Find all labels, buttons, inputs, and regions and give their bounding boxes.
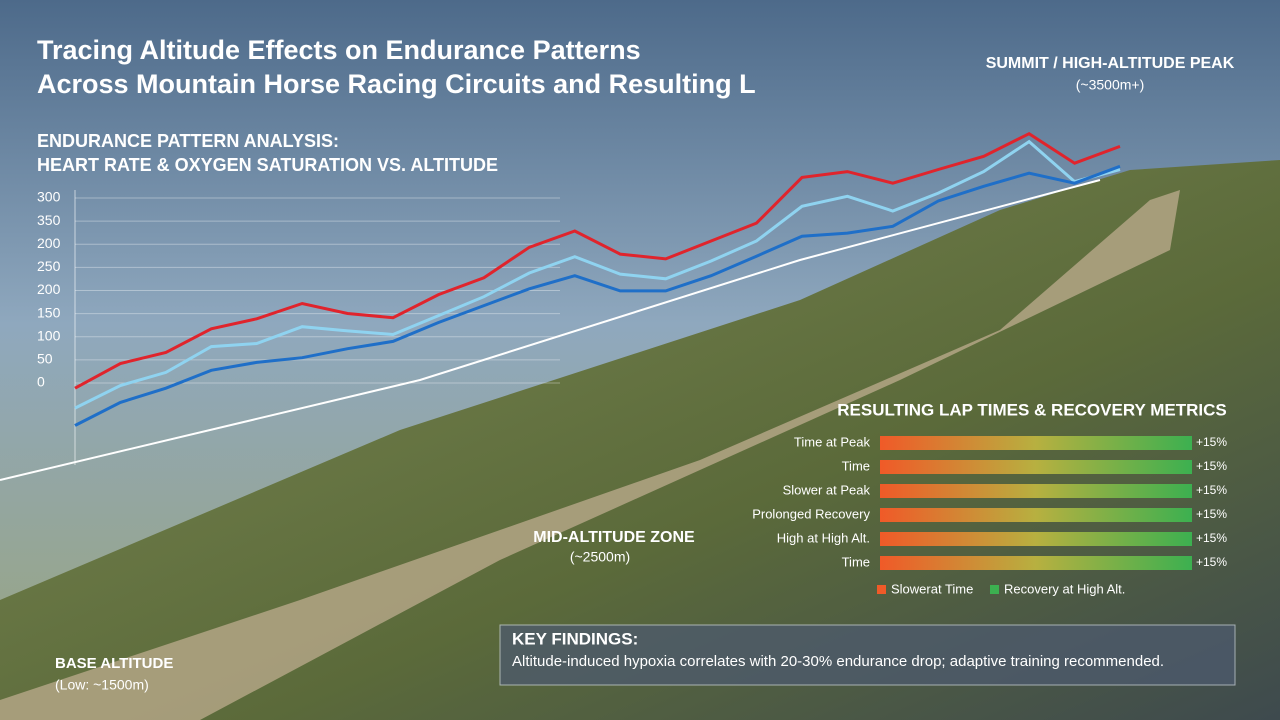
value-label: +15% xyxy=(1196,435,1227,449)
y-tick-label: 300 xyxy=(37,189,61,205)
y-tick-label: 200 xyxy=(37,235,61,251)
category-label: Prolonged Recovery xyxy=(752,506,870,521)
chart-title: ENDURANCE PATTERN ANALYSIS: xyxy=(37,131,339,151)
y-tick-label: 50 xyxy=(37,351,53,367)
bar xyxy=(880,556,1192,570)
zone-label: SUMMIT / HIGH-ALTITUDE PEAK xyxy=(986,55,1235,72)
chart-title: HEART RATE & OXYGEN SATURATION VS. ALTIT… xyxy=(37,155,498,175)
zone-label: MID-ALTITUDE ZONE xyxy=(533,529,695,546)
title: Across Mountain Horse Racing Circuits an… xyxy=(37,69,756,99)
value-label: +15% xyxy=(1196,531,1227,545)
bar xyxy=(880,436,1192,450)
findings-heading: KEY FINDINGS: xyxy=(512,629,638,648)
title: Tracing Altitude Effects on Endurance Pa… xyxy=(37,35,641,65)
category-label: Time at Peak xyxy=(794,434,871,449)
y-tick-label: 0 xyxy=(37,374,45,390)
series-line xyxy=(74,131,1121,390)
zone-sub: (Low: ~1500m) xyxy=(55,677,149,693)
category-label: Time xyxy=(842,458,870,473)
legend-swatch xyxy=(990,585,999,594)
bar xyxy=(880,508,1192,522)
category-label: High at High Alt. xyxy=(777,530,870,545)
zone-label: BASE ALTITUDE xyxy=(55,655,173,672)
y-tick-label: 350 xyxy=(37,212,61,228)
series-line xyxy=(74,139,1121,410)
legend-label: Slowerat Time xyxy=(891,581,973,596)
y-tick-label: 250 xyxy=(37,258,61,274)
zone-sub: (~2500m) xyxy=(570,549,630,565)
y-tick-label: 150 xyxy=(37,304,61,320)
value-label: +15% xyxy=(1196,555,1227,569)
value-label: +15% xyxy=(1196,483,1227,497)
findings-text: Altitude-induced hypoxia correlates with… xyxy=(512,653,1164,670)
findings-box xyxy=(499,624,1236,686)
bar xyxy=(880,532,1192,546)
y-tick-label: 100 xyxy=(37,327,61,343)
bar xyxy=(880,460,1192,474)
mountain xyxy=(0,160,1280,720)
altitude-path xyxy=(0,179,1101,481)
category-label: Slower at Peak xyxy=(783,482,871,497)
y-tick-label: 200 xyxy=(37,281,61,297)
legend-label: Recovery at High Alt. xyxy=(1004,581,1125,596)
category-label: Time xyxy=(842,554,870,569)
bar xyxy=(880,484,1192,498)
value-label: +15% xyxy=(1196,459,1227,473)
zone-sub: (~3500m+) xyxy=(1076,77,1144,93)
trail xyxy=(0,190,1180,720)
value-label: +15% xyxy=(1196,507,1227,521)
series-line xyxy=(74,164,1121,427)
legend-swatch xyxy=(877,585,886,594)
chart-title: RESULTING LAP TIMES & RECOVERY METRICS xyxy=(837,400,1226,419)
